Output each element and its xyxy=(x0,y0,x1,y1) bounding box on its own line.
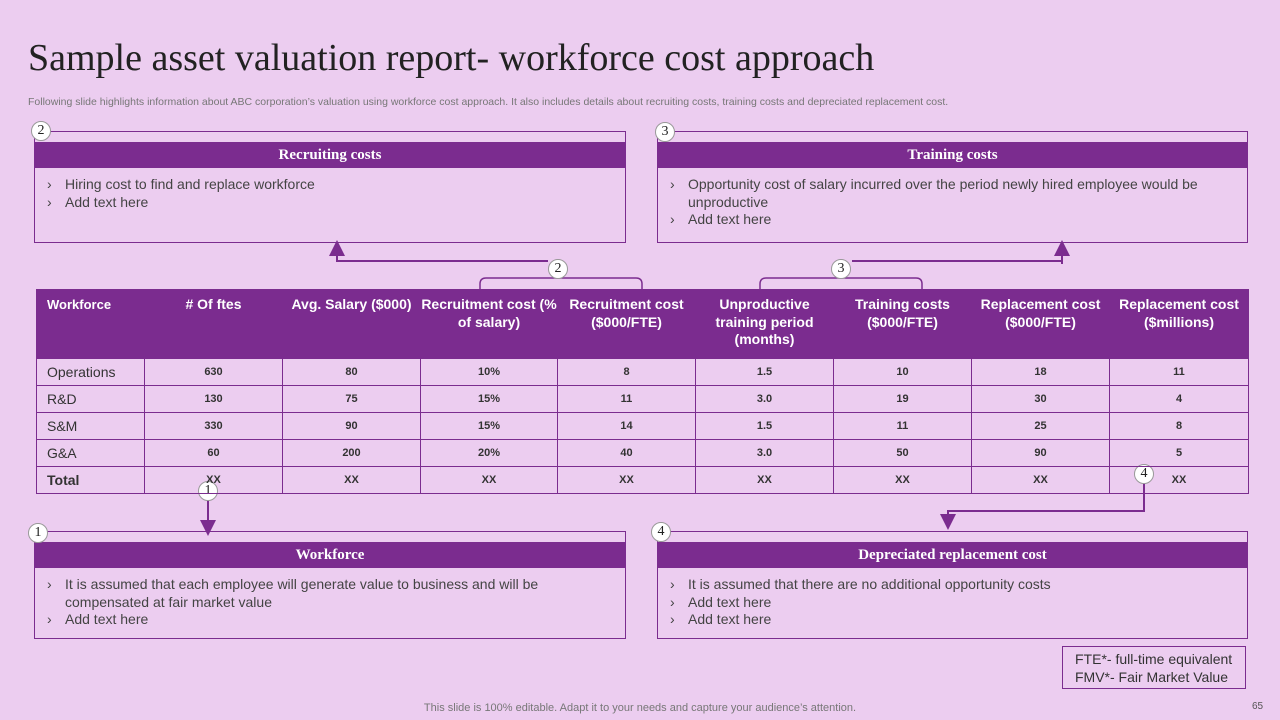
bullet-list: It is assumed that each employee will ge… xyxy=(47,576,585,629)
bullet-list: Hiring cost to find and replace workforc… xyxy=(47,176,585,212)
cell: Total xyxy=(36,466,145,494)
cell: 330 xyxy=(144,412,283,440)
cell: XX xyxy=(557,466,696,494)
cell: XX xyxy=(971,466,1110,494)
header-row: Workforce # Of ftes Avg. Salary ($000) Recr… xyxy=(36,289,1249,359)
table-row: S&M 330 90 15% 14 1.5 11 25 8 xyxy=(36,412,1249,440)
footnote: FMV*- Fair Market Value xyxy=(1075,669,1228,685)
cell: XX xyxy=(144,466,283,494)
header-cell: Replacement cost ($000/FTE) xyxy=(971,289,1110,359)
section-title: Workforce xyxy=(35,542,625,568)
cell: XX xyxy=(833,466,972,494)
cell: G&A xyxy=(36,439,145,467)
table-row: Total XX XX XX XX XX XX XX XX xyxy=(36,466,1249,494)
bullet: Add text here xyxy=(47,194,585,212)
cell: 5 xyxy=(1109,439,1249,467)
footnotes: FTE*- full-time equivalent FMV*- Fair Mar… xyxy=(1062,646,1246,689)
header-cell: Recruitment cost ($000/FTE) xyxy=(557,289,696,359)
cell: 200 xyxy=(282,439,421,467)
cell: 4 xyxy=(1109,385,1249,413)
footnote: FTE*- full-time equivalent xyxy=(1075,651,1233,667)
cell: 1.5 xyxy=(695,358,834,386)
cell: 15% xyxy=(420,385,558,413)
bullet: It is assumed that each employee will ge… xyxy=(47,576,585,611)
cell: 3.0 xyxy=(695,439,834,467)
badge: 1 xyxy=(28,523,48,543)
cell: 30 xyxy=(971,385,1110,413)
cell: 19 xyxy=(833,385,972,413)
footer: This slide is 100% editable. Adapt it to… xyxy=(423,702,857,714)
section-box: Recruiting costs Hiring cost to find and … xyxy=(34,131,626,243)
badge: 3 xyxy=(831,259,851,279)
cell: 40 xyxy=(557,439,696,467)
cell: 11 xyxy=(557,385,696,413)
table-row: Operations 630 80 10% 8 1.5 10 18 11 xyxy=(36,358,1249,386)
bullet-list: It is assumed that there are no addition… xyxy=(670,576,1207,629)
bullet: Add text here xyxy=(670,594,1207,612)
cell: 15% xyxy=(420,412,558,440)
cell: 50 xyxy=(833,439,972,467)
header-cell: Replacement cost ($millions) xyxy=(1109,289,1249,359)
cell: 90 xyxy=(971,439,1110,467)
title: Sample asset valuation report- workforce… xyxy=(28,37,875,79)
bullet: Hiring cost to find and replace workforc… xyxy=(47,176,585,194)
bullet: Add text here xyxy=(670,611,1207,629)
badge: 3 xyxy=(655,122,675,142)
section-title: Depreciated replacement cost xyxy=(658,542,1247,568)
bullet: Add text here xyxy=(670,211,1207,229)
valuation-table: Workforce # Of ftes Avg. Salary ($000) Recr… xyxy=(36,289,1249,494)
cell: R&D xyxy=(36,385,145,413)
cell: 11 xyxy=(833,412,972,440)
header-cell: Recruitment cost (% of salary) xyxy=(420,289,558,359)
cell: 8 xyxy=(1109,412,1249,440)
cell: 3.0 xyxy=(695,385,834,413)
section-title: Training costs xyxy=(658,142,1247,168)
cell: 130 xyxy=(144,385,283,413)
bullet: Add text here xyxy=(47,611,585,629)
section-box: Depreciated replacement cost It is assume… xyxy=(657,531,1248,639)
cell: 630 xyxy=(144,358,283,386)
cell: 11 xyxy=(1109,358,1249,386)
header-cell: Unproductive training period (months) xyxy=(695,289,834,359)
badge: 2 xyxy=(548,259,568,279)
cell: 60 xyxy=(144,439,283,467)
cell: XX xyxy=(695,466,834,494)
cell: XX xyxy=(1109,466,1249,494)
badge: 2 xyxy=(31,121,51,141)
section-title: Recruiting costs xyxy=(35,142,625,168)
cell: 8 xyxy=(557,358,696,386)
cell: 18 xyxy=(971,358,1110,386)
cell: 1.5 xyxy=(695,412,834,440)
cell: 20% xyxy=(420,439,558,467)
cell: Operations xyxy=(36,358,145,386)
table-row: G&A 60 200 20% 40 3.0 50 90 5 xyxy=(36,439,1249,467)
cell: XX xyxy=(282,466,421,494)
subtitle: Following slide highlights information a… xyxy=(28,96,949,108)
header-cell: Workforce xyxy=(36,289,145,359)
badge: 4 xyxy=(651,522,671,542)
header-cell: # Of ftes xyxy=(144,289,283,359)
cell: 80 xyxy=(282,358,421,386)
table-row: R&D 130 75 15% 11 3.0 19 30 4 xyxy=(36,385,1249,413)
cell: XX xyxy=(420,466,558,494)
bullet: It is assumed that there are no addition… xyxy=(670,576,1207,594)
section-box: Workforce It is assumed that each employe… xyxy=(34,531,626,639)
page-number: 65 xyxy=(1252,701,1264,712)
cell: S&M xyxy=(36,412,145,440)
cell: 75 xyxy=(282,385,421,413)
cell: 10% xyxy=(420,358,558,386)
cell: 90 xyxy=(282,412,421,440)
header-cell: Training costs ($000/FTE) xyxy=(833,289,972,359)
bullet: Opportunity cost of salary incurred over… xyxy=(670,176,1207,211)
header-cell: Avg. Salary ($000) xyxy=(282,289,421,359)
cell: 10 xyxy=(833,358,972,386)
cell: 25 xyxy=(971,412,1110,440)
section-box: Training costs Opportunity cost of salary… xyxy=(657,131,1248,243)
cell: 14 xyxy=(557,412,696,440)
bullet-list: Opportunity cost of salary incurred over… xyxy=(670,176,1207,229)
